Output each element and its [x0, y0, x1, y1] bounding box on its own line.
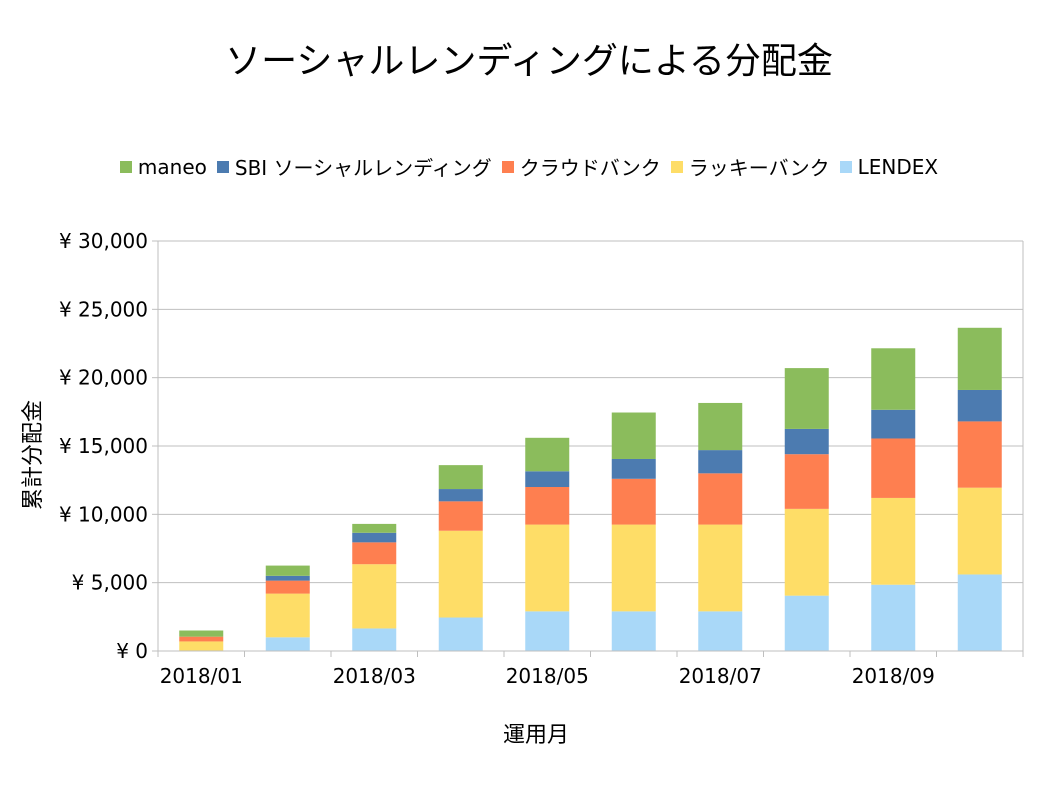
bar-segment — [438, 530, 483, 618]
bar-segment — [352, 564, 397, 629]
bar-segment — [265, 593, 310, 638]
bar-segment — [871, 584, 916, 651]
legend-label: LENDEX — [857, 154, 939, 179]
bars — [179, 327, 1002, 651]
bar-segment — [352, 542, 397, 565]
y-tick-label: ¥ 10,000 — [59, 502, 148, 526]
x-tick-label: 2018/01 — [160, 664, 243, 688]
legend-swatch — [216, 160, 229, 173]
bar-segment — [698, 450, 743, 474]
bar-segment — [957, 574, 1002, 651]
bar-segment — [611, 524, 656, 612]
bar-segment — [265, 637, 310, 651]
bar-segment — [784, 454, 829, 509]
bar-segment — [784, 508, 829, 596]
legend-swatch — [670, 160, 683, 173]
bar-segment — [698, 611, 743, 651]
bar-segment — [957, 327, 1002, 390]
bar-segment — [611, 458, 656, 479]
bar-segment — [957, 487, 1002, 575]
y-tick-labels: ¥ 0 ¥ 5,000 ¥ 10,000 ¥ 15,000 ¥ 20,000 ¥ 25,0… — [59, 229, 148, 663]
x-tick-labels: 2018/01 2018/03 2018/05 2018/07 2018/09 — [157, 651, 1024, 688]
legend-item: クラウドバンク — [501, 152, 661, 181]
legend-label: ラッキーバンク — [688, 156, 830, 180]
bar-segment — [698, 402, 743, 451]
bar-segment — [784, 595, 829, 651]
legend-swatch — [839, 160, 852, 173]
bar-segment — [611, 412, 656, 459]
bar-segment — [525, 524, 570, 612]
legend-item: SBI ソーシャルレンディング — [216, 152, 492, 181]
legend: maneo SBI ソーシャルレンディング クラウドバンク ラッキーバンク LENDEX — [0, 152, 1058, 181]
bar-segment — [784, 368, 829, 429]
legend-item: ラッキーバンク — [670, 152, 830, 181]
bar-segment — [611, 611, 656, 651]
bar-segment — [265, 575, 310, 581]
bar-segment — [525, 471, 570, 487]
legend-label: maneo — [137, 154, 207, 179]
bar-segment — [525, 487, 570, 525]
legend-swatch — [501, 160, 514, 173]
y-tick-label: ¥ 0 — [116, 639, 148, 663]
bar-segment — [438, 617, 483, 651]
bar-segment — [957, 389, 1002, 422]
bar-segment — [352, 523, 397, 533]
bar-segment — [871, 348, 916, 410]
x-axis-title: 運用月 — [503, 723, 569, 748]
bar-segment — [871, 409, 916, 439]
bar-segment — [957, 421, 1002, 488]
y-tick-label: ¥ 30,000 — [59, 229, 148, 253]
bar-segment — [525, 437, 570, 472]
y-axis-title: 累計分配金 — [21, 400, 46, 510]
legend-swatch — [119, 160, 132, 173]
bar-segment — [179, 630, 224, 637]
bar-segment — [698, 524, 743, 612]
bar-segment — [525, 611, 570, 651]
x-tick-label: 2018/05 — [506, 664, 589, 688]
y-tick-label: ¥ 20,000 — [59, 366, 148, 390]
bar-segment — [438, 501, 483, 531]
bar-segment — [784, 428, 829, 455]
bar-segment — [352, 532, 397, 543]
bar-segment — [352, 628, 397, 651]
bar-segment — [179, 636, 224, 642]
x-tick-label: 2018/07 — [679, 664, 762, 688]
legend-item: LENDEX — [839, 154, 939, 179]
bar-segment — [698, 473, 743, 525]
y-tick-label: ¥ 5,000 — [72, 571, 148, 595]
bar-segment — [265, 565, 310, 576]
x-tick-label: 2018/03 — [333, 664, 416, 688]
bar-segment — [438, 465, 483, 490]
y-tick-label: ¥ 25,000 — [59, 297, 148, 321]
bar-segment — [611, 478, 656, 525]
bar-segment — [871, 438, 916, 498]
chart-title: ソーシャルレンディングによる分配金 — [225, 41, 833, 82]
legend-item: maneo — [119, 154, 207, 179]
x-tick-label: 2018/09 — [852, 664, 935, 688]
bar-segment — [871, 497, 916, 585]
legend-label: SBI ソーシャルレンディング — [234, 156, 492, 180]
y-tick-label: ¥ 15,000 — [59, 434, 148, 458]
bar-segment — [438, 489, 483, 502]
legend-label: クラウドバンク — [519, 156, 661, 180]
bar-segment — [179, 641, 224, 651]
bar-segment — [265, 580, 310, 594]
